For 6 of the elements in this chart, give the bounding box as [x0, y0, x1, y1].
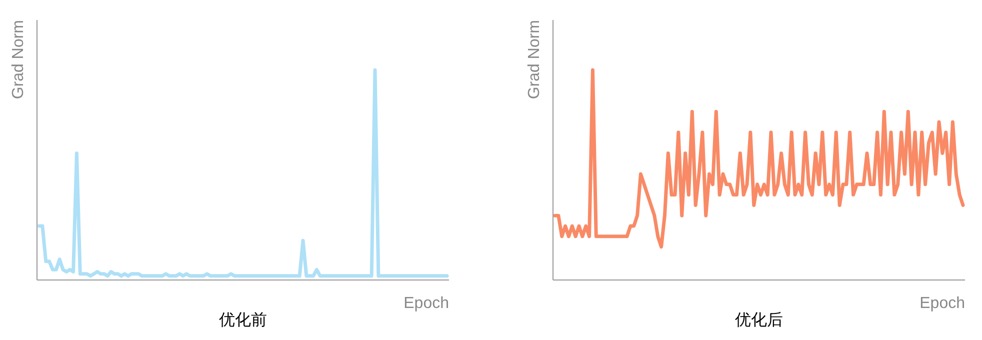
- y-axis-title: Grad Norm: [526, 20, 543, 100]
- x-axis-title: Epoch: [404, 295, 449, 312]
- text: 优化后: [735, 311, 783, 329]
- y-axis-title: Grad Norm: [10, 20, 27, 100]
- x-axis-title: Epoch: [920, 295, 965, 312]
- text: 优化前: [219, 311, 267, 329]
